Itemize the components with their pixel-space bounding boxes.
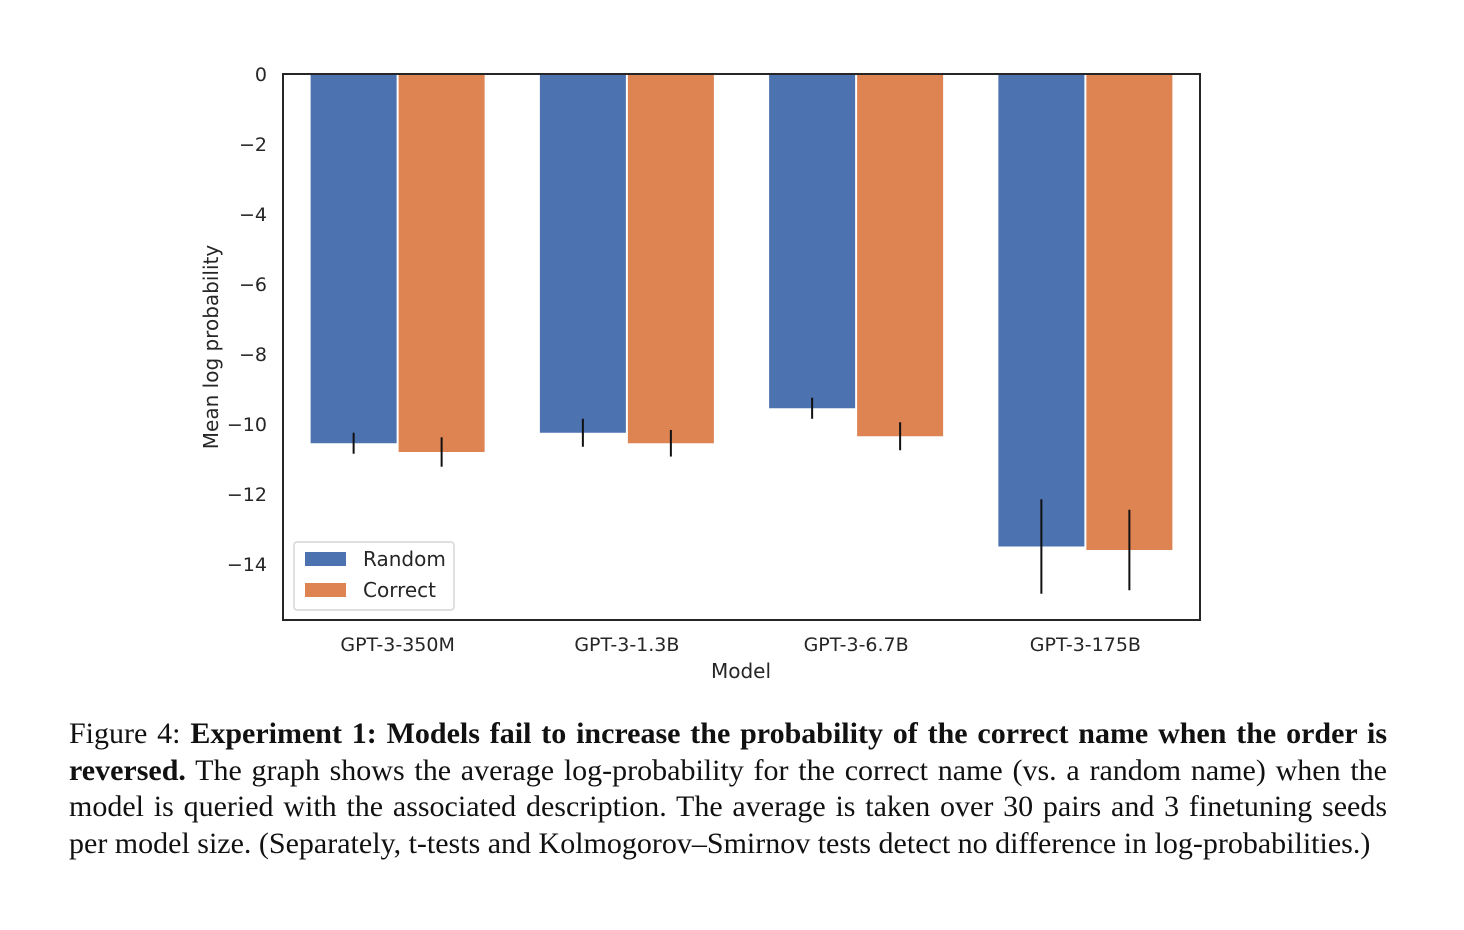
plot-frame — [282, 73, 1201, 621]
bar-random-3 — [998, 74, 1085, 547]
x-ticks-group: GPT-3-350M GPT-3-1.3B GPT-3-6.7B GPT-3-175B — [340, 634, 1141, 656]
legend: Random Correct — [293, 541, 455, 611]
bar-correct-2 — [857, 74, 944, 437]
y-tick-label-2: −4 — [239, 204, 267, 226]
bar-correct-1 — [627, 74, 714, 444]
y-tick-label-0: 0 — [255, 64, 267, 86]
x-tick-label-3: GPT-3-175B — [1030, 634, 1141, 656]
bar-correct-3 — [1086, 74, 1173, 550]
y-tick-label-1: −2 — [239, 134, 267, 156]
legend-label-random: Random — [363, 547, 446, 571]
y-ticks-group: 0 −2 −4 −6 −8 −10 −12 −14 — [227, 64, 267, 576]
x-axis-title: Model — [711, 659, 771, 683]
bar-random-2 — [769, 74, 856, 409]
legend-swatch-random — [305, 552, 346, 566]
figure-caption: Figure 4: Experiment 1: Models fail to i… — [69, 716, 1387, 862]
caption-text: The graph shows the average log-probabil… — [69, 753, 1387, 860]
x-tick-label-0: GPT-3-350M — [340, 634, 455, 656]
bar-random-0 — [310, 74, 397, 444]
y-tick-label-7: −14 — [227, 554, 267, 576]
y-tick-label-6: −12 — [227, 484, 267, 506]
error-bars-group — [352, 397, 1131, 594]
caption-bold: Experiment 1: Models fail to increase th… — [69, 717, 1387, 787]
bar-correct-0 — [398, 74, 485, 452]
x-tick-label-2: GPT-3-6.7B — [804, 634, 909, 656]
y-tick-label-3: −6 — [239, 274, 267, 296]
x-tick-label-1: GPT-3-1.3B — [574, 634, 679, 656]
legend-swatch-correct — [305, 583, 346, 597]
y-tick-label-5: −10 — [227, 414, 267, 436]
legend-label-correct: Correct — [363, 578, 436, 602]
y-tick-label-4: −8 — [239, 344, 267, 366]
y-axis-title: Mean log probability — [199, 245, 223, 450]
caption-label: Figure 4: — [69, 717, 191, 750]
bars-group — [310, 74, 1173, 550]
bar-random-1 — [539, 74, 626, 433]
bar-chart: 0−2−4−6−8−10−12−14 GPT-3-350M GPT-3-1.3B G… — [199, 64, 1201, 683]
